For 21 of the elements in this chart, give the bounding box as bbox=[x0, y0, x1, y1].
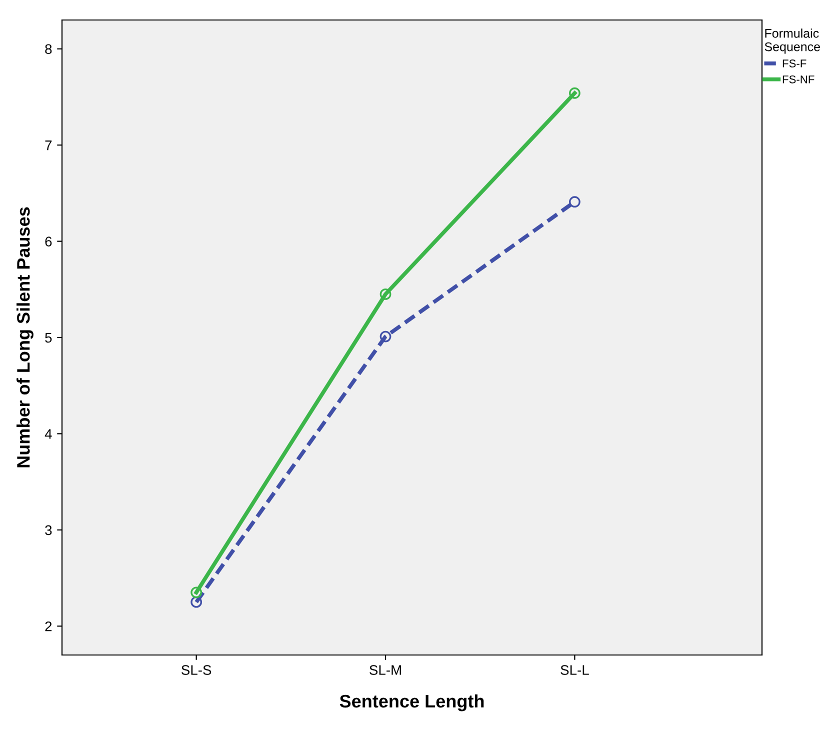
y-tick-label: 2 bbox=[45, 621, 52, 632]
legend-title: Formulaic Sequence bbox=[764, 28, 820, 54]
point bbox=[190, 586, 202, 598]
point bbox=[380, 330, 392, 342]
x-axis-title: Sentence Length bbox=[340, 694, 484, 712]
legend-label: FS-NF bbox=[782, 75, 814, 84]
y-tick-label: 7 bbox=[45, 140, 52, 150]
legend-label: FS-F bbox=[782, 60, 806, 68]
point bbox=[190, 596, 202, 608]
x-tick-label: SL-S bbox=[182, 665, 212, 675]
y-tick-label: 5 bbox=[45, 332, 52, 343]
y-axis-title: Number of Long Silent Pauses bbox=[16, 207, 34, 468]
y-tick-label: 8 bbox=[45, 44, 52, 54]
y-tick-label: 4 bbox=[44, 429, 52, 439]
point bbox=[569, 87, 580, 99]
point bbox=[380, 288, 392, 300]
y-tick-label: 6 bbox=[45, 236, 52, 246]
x-tick-label: SL-M bbox=[370, 665, 401, 675]
y-tick-label: 3 bbox=[45, 525, 52, 536]
x-tick-label: SL-L bbox=[560, 665, 589, 675]
point bbox=[569, 196, 580, 208]
